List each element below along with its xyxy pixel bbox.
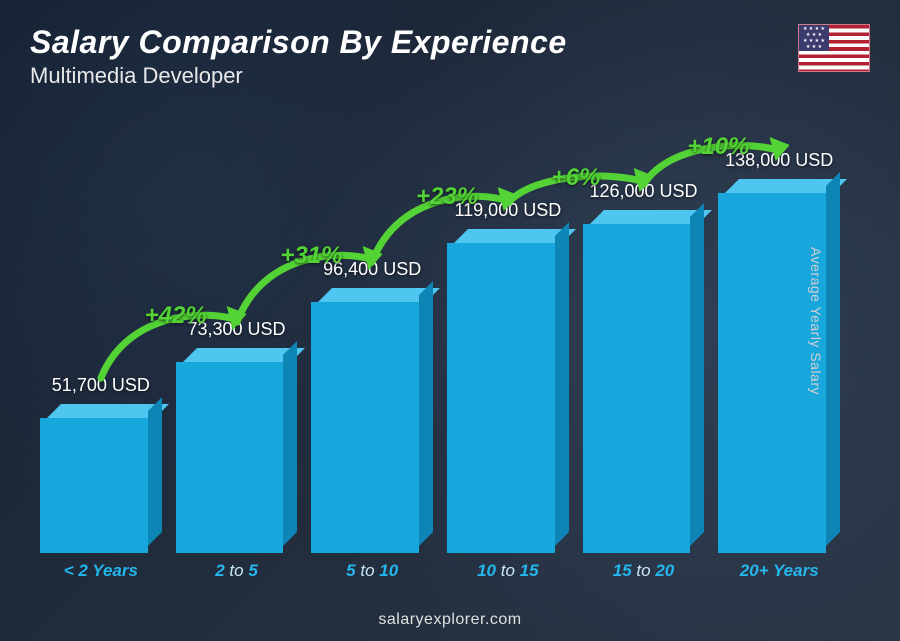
header: Salary Comparison By Experience Multimed… — [30, 24, 870, 89]
chart-area: 51,700 USD 73,300 USD 96,400 USD 119,000 US… — [40, 101, 840, 581]
bar-value-label: 126,000 USD — [589, 181, 697, 202]
bar — [311, 288, 433, 553]
y-axis-label: Average Yearly Salary — [808, 247, 824, 395]
x-axis-label: 5 to 10 — [311, 561, 433, 581]
bar-value-label: 73,300 USD — [187, 319, 285, 340]
x-axis-label: 10 to 15 — [447, 561, 569, 581]
footer-attribution: salaryexplorer.com — [0, 611, 900, 629]
bar-value-label: 51,700 USD — [52, 375, 150, 396]
x-axis-label: 2 to 5 — [176, 561, 298, 581]
bar — [176, 348, 298, 553]
bar-column: 119,000 USD — [447, 200, 569, 553]
country-flag-icon — [798, 24, 870, 72]
bar-column: 51,700 USD — [40, 375, 162, 553]
x-axis-labels: < 2 Years 2 to 5 5 to 10 10 to 15 15 to 20 20… — [40, 561, 840, 581]
x-axis-label: < 2 Years — [40, 561, 162, 581]
bar — [447, 229, 569, 553]
chart-title: Salary Comparison By Experience — [30, 24, 798, 61]
x-axis-label: 15 to 20 — [583, 561, 705, 581]
bar-value-label: 119,000 USD — [454, 200, 561, 221]
bars-group: 51,700 USD 73,300 USD 96,400 USD 119,000 US… — [40, 133, 840, 553]
bar-column: 126,000 USD — [583, 181, 705, 553]
chart-container: Salary Comparison By Experience Multimed… — [0, 0, 900, 641]
x-axis-label: 20+ Years — [718, 561, 840, 581]
bar-column: 73,300 USD — [176, 319, 298, 553]
title-block: Salary Comparison By Experience Multimed… — [30, 24, 798, 89]
bar-value-label: 96,400 USD — [323, 259, 421, 280]
bar — [40, 404, 162, 553]
bar-value-label: 138,000 USD — [725, 150, 833, 171]
bar — [583, 210, 705, 553]
chart-subtitle: Multimedia Developer — [30, 63, 798, 89]
bar-column: 96,400 USD — [311, 259, 433, 553]
